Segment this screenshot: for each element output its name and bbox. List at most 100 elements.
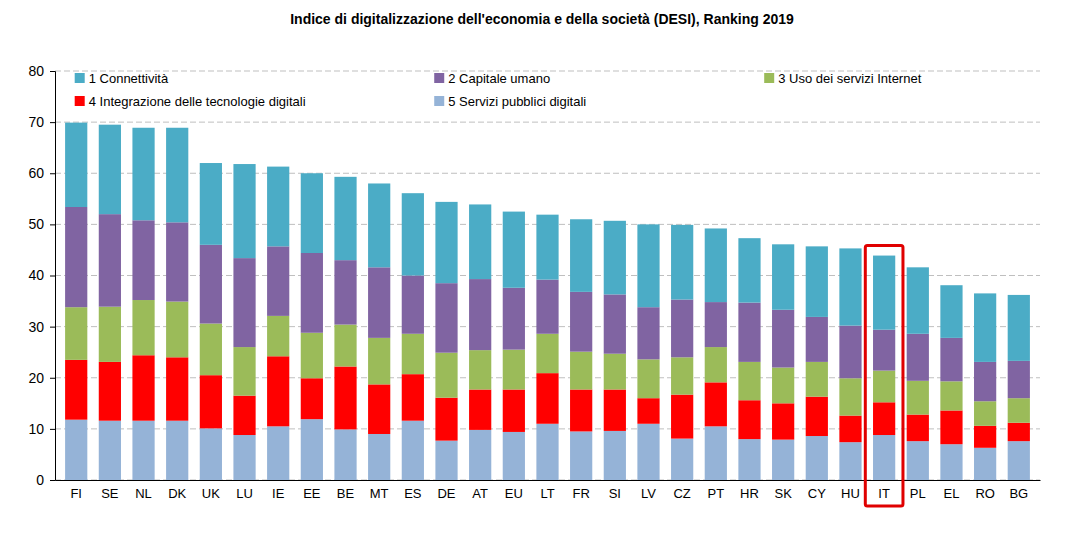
bar-segment [469, 390, 491, 430]
bar-segment [503, 432, 525, 480]
x-tick-label: RO [975, 486, 995, 501]
series [65, 123, 1030, 362]
bar-segment [637, 224, 659, 307]
bar-segment [604, 431, 626, 480]
bars [65, 123, 1030, 480]
x-tick-label: LU [236, 486, 253, 501]
y-tick: 40 [28, 267, 55, 283]
bar-segment [604, 294, 626, 353]
bar-segment [839, 248, 861, 325]
bar-segment [99, 362, 121, 421]
bar-segment [469, 204, 491, 279]
bar-segment [536, 215, 558, 280]
grid [55, 71, 1040, 480]
y-tick-label: 70 [28, 114, 44, 130]
x-tick-label: EL [944, 486, 960, 501]
y-tick-mark [50, 71, 55, 72]
bar-segment [1008, 441, 1030, 480]
x-axis-line [56, 480, 1041, 481]
bar-segment [200, 245, 222, 324]
bar-segment [772, 310, 794, 368]
bar-segment [738, 362, 760, 400]
bar-segment [301, 419, 323, 480]
bar-segment [503, 288, 525, 350]
bar-segment [435, 353, 457, 398]
bar-segment [166, 128, 188, 223]
x-tick: CY [808, 480, 826, 501]
bar-segment [570, 219, 592, 292]
x-tick-label: DK [168, 486, 186, 501]
x-tick: EL [944, 480, 960, 501]
y-tick-mark [50, 173, 55, 174]
x-tick: CZ [673, 480, 690, 501]
bar-segment [435, 398, 457, 441]
x-tick: HR [740, 480, 759, 501]
bar-segment [301, 173, 323, 253]
bar-segment [233, 258, 255, 347]
x-tick: EU [505, 480, 523, 501]
x-tick: LT [540, 480, 554, 501]
bar-segment [1008, 361, 1030, 398]
legend-item: 1 Connettività [75, 71, 169, 86]
bar-segment [907, 415, 929, 442]
x-tick-label: IT [878, 486, 890, 501]
x-tick: SI [609, 480, 621, 501]
bar-segment [99, 421, 121, 480]
y-tick: 70 [28, 114, 55, 130]
y-tick-label: 30 [28, 319, 44, 335]
bar-segment [536, 280, 558, 334]
bar-segment [940, 381, 962, 410]
bar-segment [99, 214, 121, 307]
x-tick-label: HR [740, 486, 759, 501]
x-tick: AT [472, 480, 488, 501]
x-tick: PT [708, 480, 725, 501]
bar-segment [334, 177, 356, 260]
bar-segment [166, 357, 188, 420]
bar-segment [334, 429, 356, 480]
x-tick-label: ES [404, 486, 422, 501]
bar-segment [940, 285, 962, 338]
x-tick-label: HU [841, 486, 860, 501]
bar-segment [637, 307, 659, 359]
bar-segment [806, 317, 828, 362]
bar-segment [166, 222, 188, 301]
bar-segment [907, 267, 929, 333]
x-tick: DE [437, 480, 455, 501]
bar-segment [503, 212, 525, 288]
x-tick-label: EE [303, 486, 321, 501]
x-tick: BG [1009, 480, 1028, 501]
y-tick-label: 20 [28, 370, 44, 386]
bar-segment [267, 356, 289, 426]
bar-segment [570, 292, 592, 352]
x-tick-label: CZ [673, 486, 690, 501]
x-tick: NL [135, 480, 152, 501]
bar-segment [671, 395, 693, 439]
bar-segment [604, 390, 626, 431]
bar-segment [233, 435, 255, 480]
bar-segment [368, 384, 390, 434]
bar-segment [1008, 398, 1030, 423]
bar-segment [65, 123, 87, 207]
title: Indice di digitalizzazione dell'economia… [290, 11, 794, 27]
bar-segment [806, 362, 828, 397]
x-tick: SE [101, 480, 119, 501]
bar-segment [368, 267, 390, 338]
bar-segment [570, 352, 592, 390]
legend-item: 3 Uso dei servizi Internet [764, 71, 921, 86]
bar-segment [637, 359, 659, 398]
bar-segment [873, 330, 895, 371]
legend-item: 2 Capitale umano [434, 71, 550, 86]
bar-segment [738, 303, 760, 362]
x-tick-label: NL [135, 486, 152, 501]
bar-segment [873, 435, 895, 480]
bar-segment [772, 440, 794, 480]
y-tick: 10 [28, 421, 55, 437]
y-tick-mark [50, 327, 55, 328]
bar-segment [772, 244, 794, 309]
bar-segment [469, 430, 491, 480]
bar-segment [1008, 295, 1030, 361]
bar-segment [839, 416, 861, 443]
x-tick-label: SI [609, 486, 621, 501]
legend-label: 4 Integrazione delle tecnologie digitali [89, 94, 306, 109]
bar-segment [705, 347, 727, 382]
